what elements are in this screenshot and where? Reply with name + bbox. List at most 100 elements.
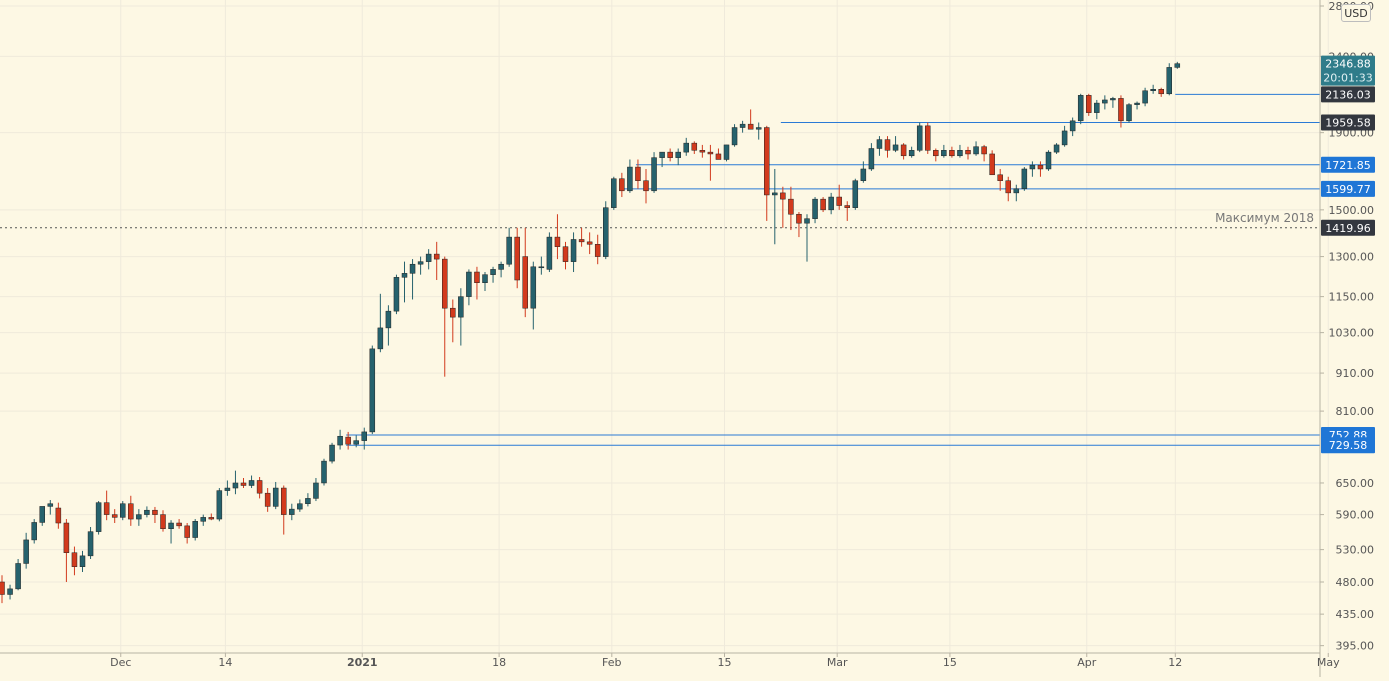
candle — [611, 176, 617, 210]
candle-body — [844, 205, 850, 208]
candle — [699, 144, 706, 158]
candle-body — [619, 178, 625, 192]
candle — [482, 272, 488, 291]
level-badge-label: 2136.03 — [1325, 88, 1371, 101]
candle-body — [868, 148, 875, 170]
candle — [836, 184, 842, 210]
candle — [554, 214, 561, 260]
candle — [860, 161, 867, 183]
candle — [401, 261, 408, 303]
candle-body — [474, 271, 480, 283]
candle — [272, 481, 279, 510]
candle — [313, 477, 319, 502]
candle-body — [820, 198, 826, 211]
candle-body — [417, 261, 424, 265]
candle — [490, 266, 496, 283]
candle — [933, 148, 939, 162]
candle — [345, 431, 351, 450]
currency-button[interactable]: USD — [1341, 4, 1371, 22]
countdown-label: 20:01:33 — [1323, 72, 1372, 85]
candle — [804, 214, 810, 262]
time-tick-label: 2021 — [347, 656, 378, 669]
candle — [224, 480, 231, 496]
candle — [868, 143, 875, 171]
price-tick-label: 1150.00 — [1329, 291, 1375, 304]
candle-body — [578, 239, 585, 243]
candle-body — [1045, 151, 1052, 170]
candle — [15, 559, 21, 591]
candle — [184, 523, 190, 544]
candle-body — [1053, 144, 1060, 153]
candle-body — [329, 444, 335, 462]
candle-body — [1110, 98, 1116, 101]
candle-body — [39, 506, 45, 523]
candle-body — [160, 514, 166, 529]
candle-body — [1118, 98, 1124, 122]
candle — [321, 458, 327, 486]
candle-body — [667, 151, 673, 158]
time-axis[interactable]: Dec 14 2021 18 Feb 15 Mar 15 Apr 12 May — [0, 652, 1340, 669]
candle-body — [699, 150, 706, 153]
candle — [1174, 61, 1181, 69]
candle-body — [192, 521, 198, 538]
candle — [667, 148, 673, 162]
candle — [1005, 176, 1011, 202]
candle-body — [95, 502, 102, 532]
candle-body — [1037, 164, 1044, 170]
candle-body — [498, 263, 504, 270]
time-tick-label: Feb — [602, 656, 621, 669]
candle — [683, 137, 689, 156]
candle-body — [224, 487, 231, 491]
candle-body — [562, 246, 569, 262]
candles-layer — [0, 61, 1181, 604]
candle-body — [168, 522, 174, 529]
candle — [675, 148, 681, 166]
candle — [691, 141, 698, 154]
candle-body — [925, 125, 931, 151]
candle-body — [1061, 130, 1068, 146]
candle — [240, 477, 247, 489]
candle-body — [79, 555, 86, 567]
last-price-label: 2346.88 — [1325, 58, 1371, 71]
candle — [1069, 117, 1076, 137]
candle-body — [313, 482, 319, 499]
candle-body — [240, 482, 247, 486]
candle-body — [997, 174, 1003, 181]
candle-body — [1142, 90, 1148, 104]
candle — [128, 495, 134, 526]
candle — [578, 227, 585, 247]
candle — [788, 186, 794, 231]
price-tick-label: 810.00 — [1336, 405, 1375, 418]
candle — [329, 442, 335, 464]
candle-body — [957, 150, 963, 157]
candle-body — [1005, 180, 1011, 194]
candle-body — [256, 480, 263, 494]
candle — [796, 212, 802, 238]
candle-body — [393, 277, 400, 312]
candle — [659, 151, 665, 168]
candle — [900, 143, 907, 160]
candle-body — [450, 307, 456, 318]
candle — [723, 144, 730, 162]
candle — [1029, 161, 1036, 177]
price-badges: 2136.031959.581721.851599.77752.88729.58… — [1321, 55, 1375, 454]
candle-body — [321, 460, 327, 484]
candle — [31, 519, 37, 544]
candle-body — [780, 192, 786, 200]
candle-body — [23, 539, 29, 564]
candle-body — [305, 498, 311, 504]
candle — [747, 109, 754, 130]
candle-body — [128, 503, 134, 520]
price-axis[interactable]: 395.00 435.00 480.00 530.00 590.00 650.00 810.… — [1319, 0, 1375, 677]
candle-body — [788, 198, 794, 215]
candle-body — [506, 236, 512, 265]
candle — [450, 299, 456, 343]
candle — [530, 261, 537, 330]
candle-body — [949, 150, 955, 157]
candle-body — [981, 146, 987, 155]
candle — [281, 485, 287, 535]
candle-body — [731, 127, 738, 146]
candle-body — [1158, 88, 1164, 95]
